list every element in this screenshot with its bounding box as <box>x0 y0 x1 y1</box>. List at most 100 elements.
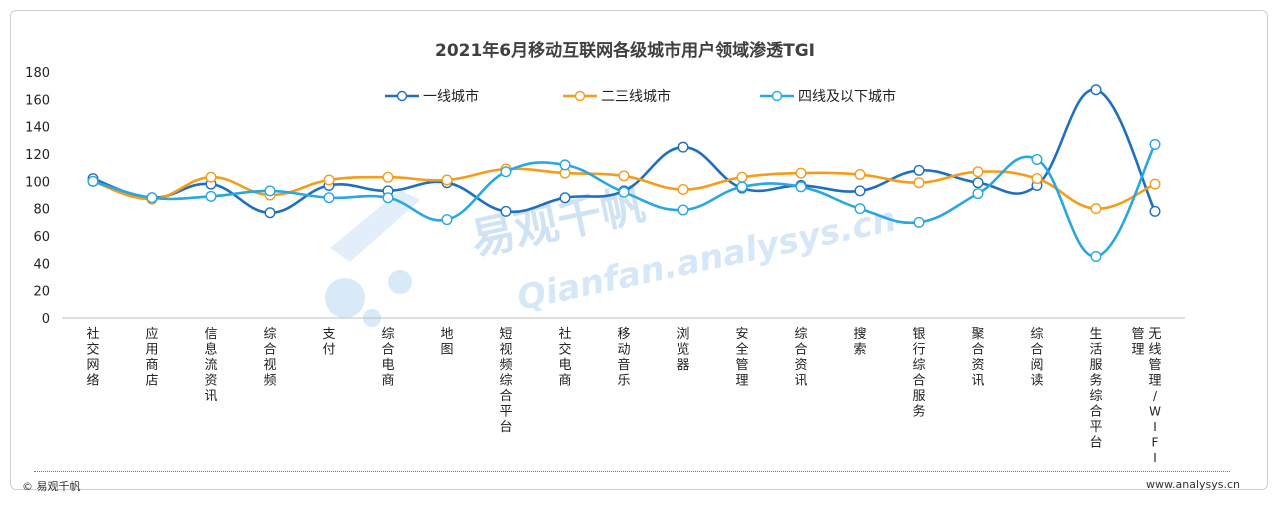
footer-divider <box>34 471 1230 472</box>
chart-title: 2021年6月移动互联网各级城市用户领域渗透TGI <box>435 40 815 61</box>
chart-frame <box>10 10 1268 490</box>
svg-text:支付: 支付 <box>322 327 335 358</box>
x-tick-label: 地图 <box>440 327 453 358</box>
legend-item: 二三线城市 <box>563 88 671 105</box>
svg-text:移动音乐: 移动音乐 <box>617 327 630 389</box>
data-point <box>559 159 571 171</box>
x-tick-label: 搜索 <box>853 327 866 358</box>
legend: 一线城市 二三线城市 四线及以下城市 <box>385 88 896 105</box>
data-point <box>323 192 335 204</box>
x-axis: 社交网络 应用商店 信息流资讯 综合视频 支付 综合电商 地图 短视频综合平台 社交电商 移动音乐… <box>86 326 1161 465</box>
data-point <box>677 141 689 153</box>
data-point <box>264 185 276 197</box>
data-point <box>146 192 158 204</box>
svg-text:安全管理: 安全管理 <box>735 327 748 389</box>
data-point <box>323 174 335 186</box>
data-point <box>1031 173 1043 185</box>
data-point <box>87 175 99 187</box>
svg-text:短视频综合平台: 短视频综合平台 <box>499 327 512 435</box>
x-tick-label: 浏览器 <box>676 326 689 373</box>
y-tick-label: 120 <box>25 148 50 163</box>
data-point <box>1149 138 1161 150</box>
y-tick-label: 160 <box>25 93 50 108</box>
data-point <box>913 216 925 228</box>
x-tick-label: 聚合资讯 <box>971 327 984 389</box>
footer-site: www.analysys.cn <box>1146 478 1240 491</box>
data-point <box>913 164 925 176</box>
svg-text:应用商店: 应用商店 <box>145 326 158 389</box>
legend-swatch-marker <box>574 90 586 102</box>
x-tick-label: 综合视频 <box>263 327 276 389</box>
data-point <box>854 203 866 215</box>
data-point <box>972 188 984 200</box>
x-tick-label: 综合阅读 <box>1030 327 1043 389</box>
data-point <box>618 186 630 198</box>
x-tick-label: 生活服务综合平台 <box>1089 327 1102 451</box>
data-point <box>795 167 807 179</box>
data-point <box>205 190 217 202</box>
watermark-logo <box>325 190 420 327</box>
data-point <box>205 171 217 183</box>
x-tick-label: 信息流资讯 <box>204 327 217 404</box>
data-point <box>1149 178 1161 190</box>
data-point <box>795 181 807 193</box>
legend-item: 一线城市 <box>385 88 479 105</box>
svg-text:浏览器: 浏览器 <box>676 326 689 373</box>
y-tick-label: 0 <box>42 312 50 327</box>
series-group <box>87 84 1161 262</box>
data-point <box>441 174 453 186</box>
watermark: 易观千帆 Qianfan.analysys.cn <box>325 179 900 327</box>
data-point <box>264 207 276 219</box>
x-tick-label: 社交电商 <box>558 326 571 389</box>
data-point <box>854 168 866 180</box>
footer-copyright: © 易观千帆 <box>22 480 81 493</box>
svg-text:社交网络: 社交网络 <box>86 326 99 389</box>
data-point <box>382 171 394 183</box>
legend-label: 四线及以下城市 <box>798 88 896 105</box>
y-tick-label: 80 <box>33 203 50 218</box>
x-tick-label: 社交网络 <box>86 326 99 389</box>
data-point <box>913 177 925 189</box>
svg-text:综合电商: 综合电商 <box>381 327 394 389</box>
svg-text:社交电商: 社交电商 <box>558 326 571 389</box>
data-point <box>618 170 630 182</box>
y-tick-label: 20 <box>33 285 50 300</box>
data-point <box>854 185 866 197</box>
x-tick-label: 短视频综合平台 <box>499 327 512 435</box>
data-point <box>441 214 453 226</box>
data-point <box>1149 205 1161 217</box>
legend-item: 四线及以下城市 <box>760 88 896 105</box>
data-point <box>1090 203 1102 215</box>
data-point <box>382 192 394 204</box>
svg-text:综合资讯: 综合资讯 <box>794 327 807 389</box>
x-tick-label: 移动音乐 <box>617 327 630 389</box>
data-point <box>1031 153 1043 165</box>
x-tick-label: 银行综合服务 <box>912 327 925 420</box>
x-tick-label: 综合电商 <box>381 327 394 389</box>
y-tick-label: 140 <box>25 121 50 136</box>
svg-text:聚合资讯: 聚合资讯 <box>971 327 984 389</box>
data-point <box>677 184 689 196</box>
data-point <box>500 205 512 217</box>
y-axis: 0 20 40 60 80 100 120 140 160 180 <box>25 66 50 327</box>
data-point <box>736 181 748 193</box>
x-tick-label: 无线管理/W I F I管理 <box>1131 327 1161 465</box>
data-point <box>1090 250 1102 262</box>
y-tick-label: 60 <box>33 230 50 245</box>
chart: 易观千帆 Qianfan.analysys.cn 2021年6月移动互联网各级城… <box>25 40 1185 465</box>
legend-label: 一线城市 <box>423 88 479 105</box>
x-tick-label: 应用商店 <box>145 326 158 389</box>
data-point <box>972 177 984 189</box>
series-line <box>92 143 1157 258</box>
data-point <box>972 166 984 178</box>
x-tick-label: 综合资讯 <box>794 327 807 389</box>
y-tick-label: 100 <box>25 175 50 190</box>
svg-text:生活服务综合平台: 生活服务综合平台 <box>1089 327 1102 451</box>
svg-text:综合阅读: 综合阅读 <box>1030 327 1043 389</box>
y-tick-label: 180 <box>25 66 50 81</box>
data-point <box>1090 84 1102 96</box>
data-point <box>736 171 748 183</box>
series-3 <box>87 138 1161 262</box>
svg-text:银行综合服务: 银行综合服务 <box>912 327 925 420</box>
